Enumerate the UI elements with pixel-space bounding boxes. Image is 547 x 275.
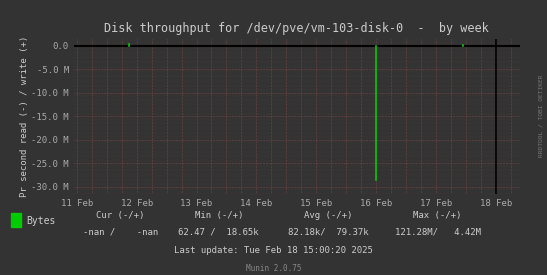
Title: Disk throughput for /dev/pve/vm-103-disk-0  -  by week: Disk throughput for /dev/pve/vm-103-disk…: [104, 21, 489, 35]
Text: Min (-/+): Min (-/+): [195, 211, 243, 220]
Text: Bytes: Bytes: [26, 216, 56, 226]
Text: Avg (-/+): Avg (-/+): [304, 211, 352, 220]
Text: Last update: Tue Feb 18 15:00:20 2025: Last update: Tue Feb 18 15:00:20 2025: [174, 246, 373, 255]
Y-axis label: Pr second read (-) / write (+): Pr second read (-) / write (+): [20, 35, 28, 197]
Text: -nan /    -nan: -nan / -nan: [83, 228, 158, 237]
Text: Munin 2.0.75: Munin 2.0.75: [246, 265, 301, 273]
Text: Max (-/+): Max (-/+): [414, 211, 462, 220]
Text: RRDTOOL / TOBI OETIKER: RRDTOOL / TOBI OETIKER: [538, 74, 543, 157]
Text: 62.47 /  18.65k: 62.47 / 18.65k: [178, 228, 259, 237]
Text: Cur (-/+): Cur (-/+): [96, 211, 144, 220]
Text: 121.28M/   4.42M: 121.28M/ 4.42M: [394, 228, 481, 237]
Text: 82.18k/  79.37k: 82.18k/ 79.37k: [288, 228, 369, 237]
